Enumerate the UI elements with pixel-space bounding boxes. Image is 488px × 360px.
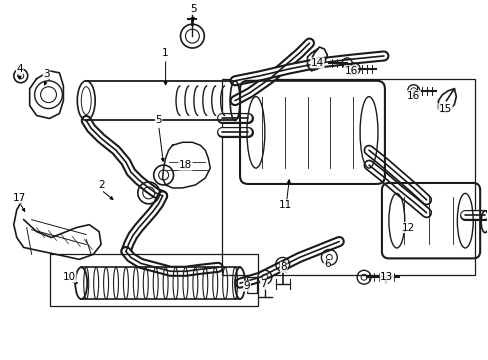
Text: 16: 16 xyxy=(344,66,357,76)
Text: 11: 11 xyxy=(279,200,292,210)
Text: 4: 4 xyxy=(17,64,23,74)
Text: 5: 5 xyxy=(190,4,196,14)
Polygon shape xyxy=(14,198,101,260)
Bar xyxy=(49,255,257,306)
Text: 2: 2 xyxy=(98,180,104,190)
Polygon shape xyxy=(30,71,63,118)
Text: 16: 16 xyxy=(406,91,420,101)
Text: 1: 1 xyxy=(162,48,168,58)
Text: 18: 18 xyxy=(179,160,192,170)
Text: 5: 5 xyxy=(155,116,162,126)
Text: 13: 13 xyxy=(380,272,393,282)
Text: 8: 8 xyxy=(280,262,286,272)
Text: 10: 10 xyxy=(62,272,76,282)
Bar xyxy=(246,277,256,293)
Polygon shape xyxy=(163,142,210,188)
Text: 6: 6 xyxy=(324,259,330,269)
Text: 15: 15 xyxy=(438,104,451,113)
Text: 7: 7 xyxy=(260,279,266,289)
Text: 3: 3 xyxy=(43,69,50,79)
Text: 9: 9 xyxy=(243,281,250,291)
Text: 12: 12 xyxy=(401,222,414,233)
Text: 14: 14 xyxy=(310,58,324,68)
Bar xyxy=(222,79,474,275)
Text: 17: 17 xyxy=(13,193,26,203)
